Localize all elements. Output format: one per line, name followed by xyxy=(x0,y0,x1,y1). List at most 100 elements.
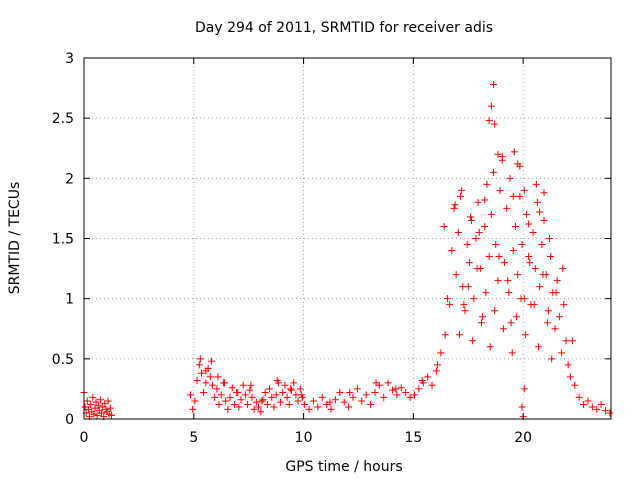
data-point xyxy=(538,241,546,249)
data-point xyxy=(410,391,418,399)
data-point xyxy=(213,385,221,393)
data-point xyxy=(393,391,401,399)
data-point xyxy=(248,393,256,401)
data-point xyxy=(224,405,232,413)
data-point xyxy=(353,385,361,393)
data-point xyxy=(495,253,503,261)
data-point xyxy=(483,180,491,188)
data-point xyxy=(558,349,566,357)
data-point xyxy=(258,397,266,405)
data-point xyxy=(327,405,335,413)
data-point xyxy=(491,307,499,315)
data-point xyxy=(288,386,296,394)
y-tick-label: 1.5 xyxy=(52,232,74,248)
data-point xyxy=(440,222,448,230)
data-point xyxy=(281,381,289,389)
data-point xyxy=(536,283,544,291)
data-point xyxy=(252,398,260,406)
data-point xyxy=(107,411,115,419)
data-point xyxy=(214,373,222,381)
data-point xyxy=(305,405,313,413)
data-point xyxy=(195,361,203,369)
data-point xyxy=(602,407,610,415)
data-point xyxy=(552,289,560,297)
data-point xyxy=(197,369,205,377)
data-point xyxy=(392,385,400,393)
data-point xyxy=(479,313,487,321)
data-point xyxy=(458,186,466,194)
x-tick-label: 20 xyxy=(514,430,532,446)
data-point xyxy=(548,355,556,363)
data-point xyxy=(521,331,529,339)
data-point xyxy=(202,379,210,387)
data-point xyxy=(508,349,516,357)
data-point xyxy=(536,208,544,216)
data-point xyxy=(529,228,537,236)
data-point xyxy=(526,259,534,267)
data-point xyxy=(469,337,477,345)
data-point xyxy=(297,391,305,399)
data-point xyxy=(530,301,538,309)
data-point xyxy=(468,216,476,224)
data-point xyxy=(266,385,274,393)
y-tick-label: 2 xyxy=(65,171,74,187)
data-point xyxy=(424,373,432,381)
data-point xyxy=(491,120,499,128)
data-point xyxy=(562,337,570,345)
data-point xyxy=(517,295,525,303)
data-point xyxy=(211,393,219,401)
data-point xyxy=(494,277,502,285)
plot-frame xyxy=(83,57,612,420)
data-point xyxy=(358,397,366,405)
data-point xyxy=(575,393,583,401)
data-point xyxy=(520,186,528,194)
data-point xyxy=(279,389,287,397)
data-point xyxy=(487,210,495,218)
data-point xyxy=(518,241,526,249)
data-point xyxy=(285,401,293,409)
data-point xyxy=(539,271,547,279)
axis-ticks: 0 0.5 1 1.5 2 2.5 3 0 5 10 15 20 xyxy=(52,51,611,446)
data-point xyxy=(551,325,559,333)
y-tick-label: 1 xyxy=(65,292,74,308)
data-point xyxy=(540,189,548,197)
data-point xyxy=(191,397,199,405)
chart-title: Day 294 of 2011, SRMTID for receiver adi… xyxy=(195,20,493,36)
data-point xyxy=(580,401,588,409)
data-point xyxy=(566,373,574,381)
data-point xyxy=(514,160,522,168)
data-point xyxy=(490,168,498,176)
data-point xyxy=(283,393,291,401)
data-point xyxy=(93,411,101,419)
data-point xyxy=(547,253,555,261)
data-point xyxy=(494,150,502,158)
data-point xyxy=(428,381,436,389)
data-point xyxy=(314,403,322,411)
data-point xyxy=(506,174,514,182)
data-point xyxy=(208,381,216,389)
data-point xyxy=(496,186,504,194)
data-point xyxy=(555,313,563,321)
data-point xyxy=(490,80,498,88)
data-point xyxy=(470,295,478,303)
x-tick-label: 5 xyxy=(189,430,198,446)
data-point xyxy=(222,397,230,405)
y-tick-label: 2.5 xyxy=(52,111,74,127)
data-point xyxy=(389,386,397,394)
data-point xyxy=(301,401,309,409)
data-point xyxy=(384,379,392,387)
x-axis-label: GPS time / hours xyxy=(285,459,402,475)
data-point xyxy=(290,379,298,387)
data-point xyxy=(296,385,304,393)
data-point xyxy=(486,343,494,351)
data-point xyxy=(226,393,234,401)
data-point xyxy=(259,396,267,404)
data-point xyxy=(543,319,551,327)
data-point xyxy=(487,102,495,110)
data-point xyxy=(588,403,596,411)
data-point xyxy=(560,301,568,309)
data-point xyxy=(492,241,500,249)
y-tick-label: 0 xyxy=(65,412,74,428)
data-point xyxy=(606,409,614,417)
